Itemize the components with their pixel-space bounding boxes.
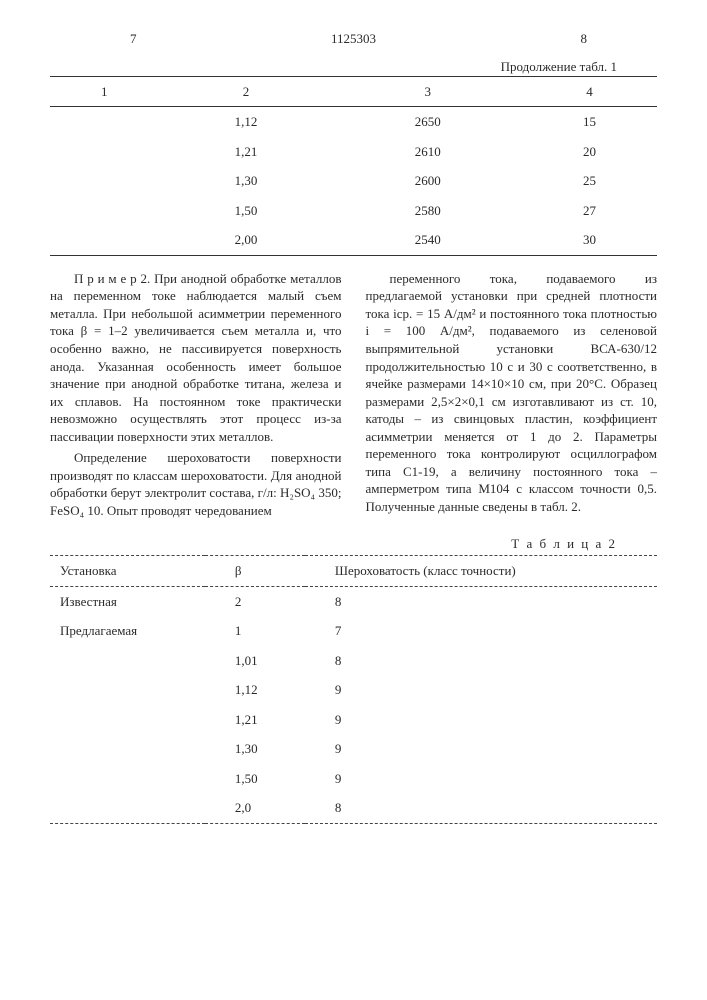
table-2-col-roughness: Шероховатость (класс точности) [305,556,657,587]
table-row: 2,00254030 [50,225,657,255]
table-row: 1,509 [50,764,657,794]
table-1-body: 1,12265015 1,21261020 1,30260025 1,50258… [50,107,657,256]
table-row: Предлагаемая17 [50,616,657,646]
table-1-col-1: 1 [50,76,159,107]
table-row: Известная28 [50,586,657,616]
table-2-col-ustanovka: Установка [50,556,205,587]
document-number: 1125303 [331,30,376,48]
table1-continuation-label: Продолжение табл. 1 [50,58,617,76]
table-row: 2,08 [50,793,657,823]
table-row: Установка β Шероховатость (класс точност… [50,556,657,587]
table-row: 1,018 [50,646,657,676]
page-header: 7 1125303 8 [50,30,657,52]
table-row: 1,219 [50,705,657,735]
page-number-right: 8 [581,30,588,48]
table-row: 1,21261020 [50,137,657,167]
right-para: переменного тока, подаваемого из предлаг… [366,270,658,516]
table-row: 1,12265015 [50,107,657,137]
table-1-col-4: 4 [522,76,657,107]
table-row: 1,30260025 [50,166,657,196]
table-1-col-3: 3 [334,76,522,107]
table-row: 1,129 [50,675,657,705]
table-2: Установка β Шероховатость (класс точност… [50,555,657,824]
example-2-para-2: Определение шероховатости поверхности пр… [50,449,342,519]
table2-label: Т а б л и ц а 2 [50,535,617,553]
body-right-column: переменного тока, подаваемого из предлаг… [366,270,658,524]
table-row: 1 2 3 4 [50,76,657,107]
body-left-column: П р и м е р 2. При анодной обработке мет… [50,270,342,524]
body-columns: П р и м е р 2. При анодной обработке мет… [50,270,657,524]
example-2-para-1: П р и м е р 2. При анодной обработке мет… [50,270,342,445]
table-2-col-beta: β [205,556,305,587]
table-2-body: Известная28 Предлагаемая17 1,018 1,129 1… [50,586,657,823]
page-number-left: 7 [130,30,137,48]
table-1: 1 2 3 4 1,12265015 1,21261020 1,30260025… [50,76,657,256]
table-1-col-2: 2 [159,76,334,107]
table-row: 1,309 [50,734,657,764]
table-row: 1,50258027 [50,196,657,226]
